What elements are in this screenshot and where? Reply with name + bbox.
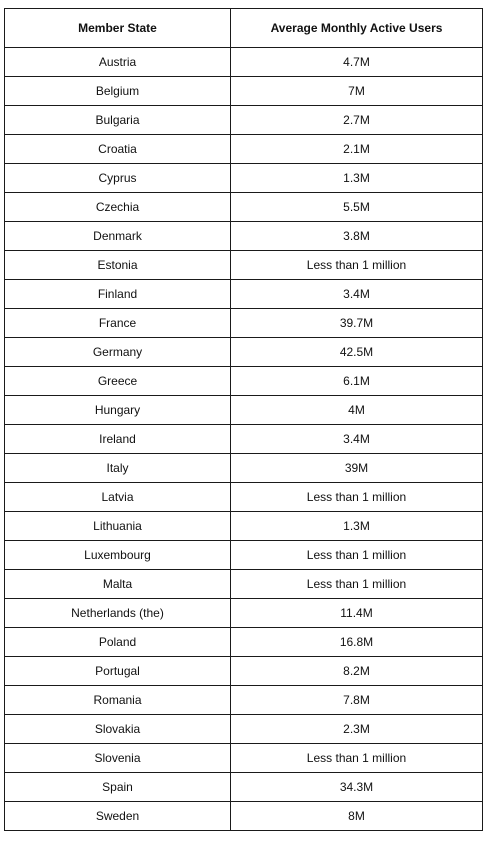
table-row: Sweden 8M — [4, 801, 483, 831]
member-state-cell: Slovakia — [4, 714, 231, 744]
active-users-cell: 39M — [230, 453, 483, 483]
table-row: Lithuania 1.3M — [4, 511, 483, 541]
active-users-cell: 1.3M — [230, 163, 483, 193]
active-users-cell: Less than 1 million — [230, 569, 483, 599]
header-member-state: Member State — [4, 8, 231, 48]
active-users-cell: 8M — [230, 801, 483, 831]
member-state-cell: Sweden — [4, 801, 231, 831]
table-row: Czechia 5.5M — [4, 192, 483, 222]
member-state-cell: Germany — [4, 337, 231, 367]
active-users-cell: 8.2M — [230, 656, 483, 686]
active-users-cell: 2.7M — [230, 105, 483, 135]
table-row: Denmark 3.8M — [4, 221, 483, 251]
active-users-cell: Less than 1 million — [230, 482, 483, 512]
active-users-cell: 3.4M — [230, 279, 483, 309]
active-users-cell: 1.3M — [230, 511, 483, 541]
member-state-users-table: Member State Average Monthly Active User… — [4, 8, 483, 831]
table-row: Belgium 7M — [4, 76, 483, 106]
table-row: Slovenia Less than 1 million — [4, 743, 483, 773]
member-state-cell: Slovenia — [4, 743, 231, 773]
active-users-cell: 4M — [230, 395, 483, 425]
member-state-cell: Italy — [4, 453, 231, 483]
table-row: Luxembourg Less than 1 million — [4, 540, 483, 570]
table-row: Germany 42.5M — [4, 337, 483, 367]
member-state-cell: Bulgaria — [4, 105, 231, 135]
member-state-cell: Poland — [4, 627, 231, 657]
table-row: Ireland 3.4M — [4, 424, 483, 454]
active-users-cell: 3.8M — [230, 221, 483, 251]
member-state-cell: Romania — [4, 685, 231, 715]
active-users-cell: 39.7M — [230, 308, 483, 338]
member-state-cell: Cyprus — [4, 163, 231, 193]
member-state-cell: Croatia — [4, 134, 231, 164]
active-users-cell: Less than 1 million — [230, 540, 483, 570]
member-state-cell: Luxembourg — [4, 540, 231, 570]
member-state-cell: Ireland — [4, 424, 231, 454]
member-state-cell: Latvia — [4, 482, 231, 512]
table-row: Italy 39M — [4, 453, 483, 483]
member-state-cell: Finland — [4, 279, 231, 309]
table-row: Croatia 2.1M — [4, 134, 483, 164]
table-row: Bulgaria 2.7M — [4, 105, 483, 135]
table-row: Estonia Less than 1 million — [4, 250, 483, 280]
active-users-cell: 42.5M — [230, 337, 483, 367]
active-users-cell: 11.4M — [230, 598, 483, 628]
table-body: Austria 4.7M Belgium 7M Bulgaria 2.7M Croatia 2… — [4, 47, 483, 831]
member-state-cell: Austria — [4, 47, 231, 77]
active-users-cell: 2.1M — [230, 134, 483, 164]
table-row: Slovakia 2.3M — [4, 714, 483, 744]
table-row: Cyprus 1.3M — [4, 163, 483, 193]
table-row: Romania 7.8M — [4, 685, 483, 715]
table-row: Hungary 4M — [4, 395, 483, 425]
active-users-cell: 16.8M — [230, 627, 483, 657]
member-state-cell: Portugal — [4, 656, 231, 686]
member-state-cell: Denmark — [4, 221, 231, 251]
active-users-cell: 5.5M — [230, 192, 483, 222]
table-row: France 39.7M — [4, 308, 483, 338]
active-users-cell: Less than 1 million — [230, 743, 483, 773]
table-row: Greece 6.1M — [4, 366, 483, 396]
active-users-cell: 7.8M — [230, 685, 483, 715]
table-row: Latvia Less than 1 million — [4, 482, 483, 512]
table-row: Portugal 8.2M — [4, 656, 483, 686]
table-header-row: Member State Average Monthly Active User… — [4, 8, 483, 48]
active-users-cell: Less than 1 million — [230, 250, 483, 280]
table-row: Poland 16.8M — [4, 627, 483, 657]
member-state-cell: Lithuania — [4, 511, 231, 541]
active-users-cell: 3.4M — [230, 424, 483, 454]
member-state-cell: France — [4, 308, 231, 338]
table-row: Austria 4.7M — [4, 47, 483, 77]
member-state-cell: Spain — [4, 772, 231, 802]
table-row: Spain 34.3M — [4, 772, 483, 802]
header-average-monthly-active-users: Average Monthly Active Users — [230, 8, 483, 48]
active-users-cell: 34.3M — [230, 772, 483, 802]
table-row: Malta Less than 1 million — [4, 569, 483, 599]
member-state-users-table-container: Member State Average Monthly Active User… — [4, 8, 483, 831]
member-state-cell: Netherlands (the) — [4, 598, 231, 628]
active-users-cell: 4.7M — [230, 47, 483, 77]
table-row: Netherlands (the) 11.4M — [4, 598, 483, 628]
member-state-cell: Czechia — [4, 192, 231, 222]
member-state-cell: Estonia — [4, 250, 231, 280]
member-state-cell: Belgium — [4, 76, 231, 106]
member-state-cell: Malta — [4, 569, 231, 599]
active-users-cell: 7M — [230, 76, 483, 106]
member-state-cell: Greece — [4, 366, 231, 396]
member-state-cell: Hungary — [4, 395, 231, 425]
table-row: Finland 3.4M — [4, 279, 483, 309]
active-users-cell: 6.1M — [230, 366, 483, 396]
active-users-cell: 2.3M — [230, 714, 483, 744]
